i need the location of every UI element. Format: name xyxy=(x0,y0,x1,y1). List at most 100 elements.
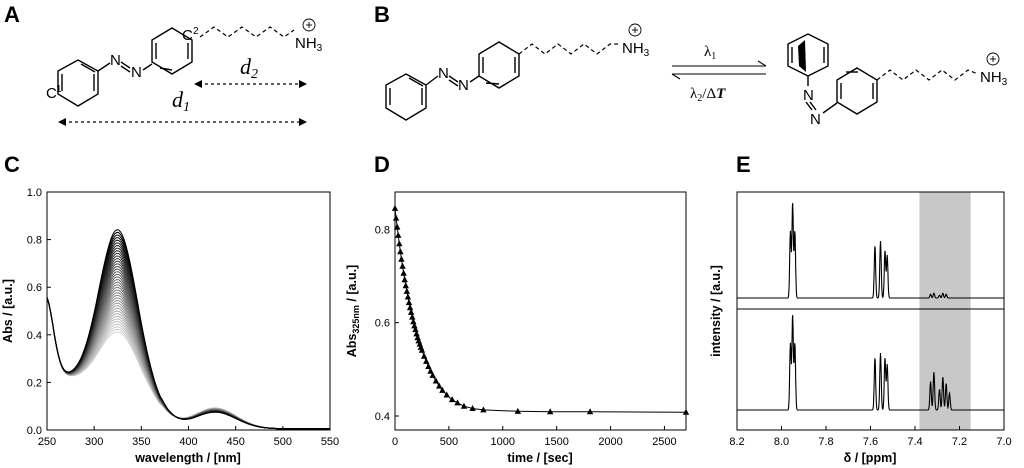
y-tick-label: 0.4 xyxy=(375,411,390,423)
x-tick-label: 300 xyxy=(85,436,103,448)
x-tick-label: 7.6 xyxy=(863,436,878,448)
chart-e-y-label: intensity / [a.u.] xyxy=(709,265,723,357)
data-point xyxy=(412,326,419,333)
y-tick-label: 0.4 xyxy=(27,330,42,342)
chart-d-y-ticks: 0.4 0.6 0.8 xyxy=(375,224,399,423)
x-tick-label: 2000 xyxy=(598,436,622,448)
x-tick-label: 500 xyxy=(440,436,458,448)
uv-vis-spectra xyxy=(46,229,330,430)
chart-e-x-ticks: 8.2 8.0 7.8 7.6 7.4 7.2 7.0 xyxy=(729,426,1012,448)
data-point xyxy=(410,318,417,325)
x-tick-label: 7.4 xyxy=(907,436,922,448)
forward-label: λ1 xyxy=(704,44,716,62)
data-point xyxy=(406,304,414,311)
svg-text:1: 1 xyxy=(56,84,62,95)
data-point xyxy=(586,408,594,415)
y-tick-label: 0.0 xyxy=(27,425,42,437)
trans-phenyl-ring xyxy=(385,73,427,121)
data-point xyxy=(425,363,432,370)
benzene-ring-right xyxy=(151,27,193,75)
x-tick-label: 1500 xyxy=(544,436,568,448)
data-point xyxy=(423,357,430,364)
chart-d-x-ticks: 0 500 1000 1500 2000 2500 xyxy=(392,426,677,448)
x-tick-label: 550 xyxy=(321,436,339,448)
panel-a: A C 1 N N C 2 NH3 d2 xyxy=(4,2,323,126)
data-point xyxy=(396,240,403,247)
data-point xyxy=(411,322,418,329)
x-tick-label: 1000 xyxy=(491,436,515,448)
panel-label-c: C xyxy=(4,152,20,177)
data-point xyxy=(443,391,450,398)
data-point xyxy=(402,282,409,289)
cis-phenyl-ring xyxy=(787,33,829,77)
panel-label-b: B xyxy=(374,2,390,27)
trans-amine-group: NH3 xyxy=(622,40,650,59)
data-point xyxy=(401,276,408,283)
data-point xyxy=(454,399,461,406)
highlight-region xyxy=(919,192,971,430)
chart-c-x-label: wavelength / [nm] xyxy=(134,451,241,465)
backward-label: λ2/ΔT xyxy=(690,86,726,104)
x-tick-label: 7.8 xyxy=(818,436,833,448)
data-point xyxy=(435,382,443,389)
x-tick-label: 7.0 xyxy=(996,436,1011,448)
data-point xyxy=(418,346,426,353)
trans-positive-charge-icon xyxy=(628,23,642,37)
data-point xyxy=(399,262,406,269)
x-tick-label: 400 xyxy=(179,436,197,448)
cis-azo-n1: N xyxy=(803,87,814,104)
data-point xyxy=(480,406,487,413)
x-tick-label: 8.2 xyxy=(729,436,744,448)
x-tick-label: 350 xyxy=(132,436,150,448)
cis-phenylene-ring xyxy=(836,67,878,115)
nmr-spectra xyxy=(737,203,1004,411)
chart-c-y-ticks: 0.0 0.2 0.4 0.6 0.8 1.0 xyxy=(27,187,51,437)
data-point xyxy=(403,287,411,294)
data-point xyxy=(397,248,404,255)
y-tick-label: 1.0 xyxy=(27,187,42,199)
nmr-spectrum xyxy=(737,315,1004,411)
panel-b: B N N NH3 λ1 λ2/ΔT xyxy=(374,2,1008,128)
chart-c-y-label: Abs / [a.u.] xyxy=(1,279,15,343)
trans-azo-n2: N xyxy=(458,77,469,94)
x-tick-label: 0 xyxy=(392,436,398,448)
d1-label: d1 xyxy=(172,87,190,115)
data-point xyxy=(405,299,413,306)
kinetics-points xyxy=(391,204,690,415)
carbon-1-label: C xyxy=(46,85,57,102)
uv-vis-curve xyxy=(46,229,330,430)
y-tick-label: 0.2 xyxy=(27,377,42,389)
chart-c-x-ticks: 250 300 350 400 450 500 550 xyxy=(38,426,339,448)
chart-c-frame xyxy=(46,191,331,431)
data-point xyxy=(395,231,402,238)
panel-d: D 0 500 1000 1500 2000 2500 0.4 0.6 0.8 time / … xyxy=(345,152,690,465)
uv-vis-curve xyxy=(46,252,330,430)
panel-label-a: A xyxy=(4,2,20,27)
cis-amine-group: NH3 xyxy=(980,69,1008,88)
x-tick-label: 250 xyxy=(38,436,56,448)
panel-e: E 8.2 8.0 7.8 7.6 7.4 7.2 7.0 δ / [ppm] intens… xyxy=(709,152,1012,465)
x-tick-label: 500 xyxy=(274,436,292,448)
data-point xyxy=(398,255,405,262)
azo-n2: N xyxy=(131,64,142,81)
alkyl-chain xyxy=(199,26,295,38)
cis-alkyl-chain xyxy=(876,69,979,81)
x-tick-label: 8.0 xyxy=(774,436,789,448)
chart-e-x-label: δ / [ppm] xyxy=(844,451,897,465)
data-point xyxy=(547,408,554,415)
data-point xyxy=(460,402,468,409)
svg-text:2: 2 xyxy=(193,26,199,37)
data-point xyxy=(427,367,434,374)
panel-c: C 250 300 350 400 450 500 550 0.0 0.2 0.4 0.6 0.8 1… xyxy=(1,152,339,465)
data-point xyxy=(420,352,428,359)
data-point xyxy=(400,269,407,276)
uv-vis-curve xyxy=(46,297,330,430)
azo-n1: N xyxy=(110,52,121,69)
kinetics-line xyxy=(394,208,687,413)
d2-label: d2 xyxy=(240,54,258,82)
x-tick-label: 2500 xyxy=(652,436,676,448)
data-point xyxy=(413,330,420,337)
x-tick-label: 7.2 xyxy=(952,436,967,448)
chart-d-frame xyxy=(394,191,687,431)
